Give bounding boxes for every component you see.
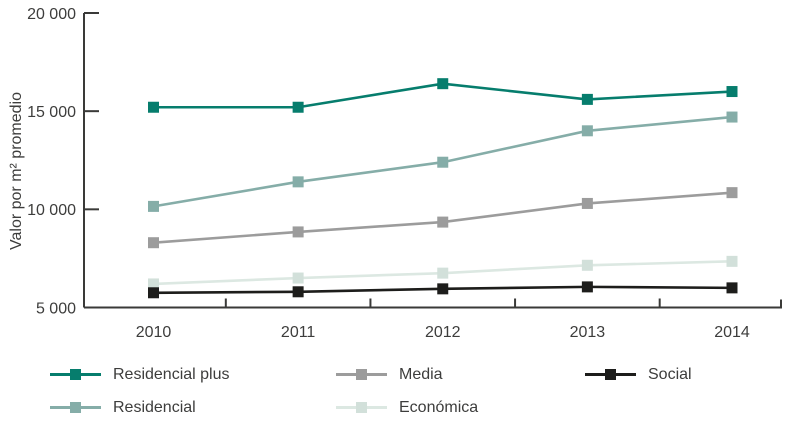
data-point-marker — [726, 111, 738, 123]
legend-label: Residencial — [113, 399, 196, 416]
legend-square-marker-icon — [605, 369, 616, 380]
x-tick-label: 2011 — [281, 324, 316, 341]
x-tick-label: 2014 — [714, 324, 750, 341]
data-point-marker — [581, 93, 593, 105]
line-chart: Valor por m² promedio 5 000 10 000 15 000 2… — [8, 6, 782, 341]
legend-square-marker-icon — [70, 402, 81, 413]
legend-swatch-economica — [336, 399, 387, 416]
data-point-marker — [726, 86, 738, 98]
data-point-marker — [148, 287, 159, 299]
data-point-marker — [292, 272, 304, 284]
data-point-marker — [292, 286, 304, 298]
data-point-marker — [148, 200, 159, 212]
legend-label: Social — [648, 366, 692, 383]
legend-square-marker-icon — [356, 402, 367, 413]
data-point-marker — [292, 226, 304, 238]
legend-item-media: Media — [336, 366, 443, 383]
data-point-marker — [581, 197, 593, 209]
data-point-marker — [581, 281, 593, 293]
data-point-marker — [148, 237, 159, 249]
data-point-marker — [437, 216, 449, 228]
legend-item-social: Social — [585, 366, 692, 383]
x-tick-label: 2010 — [136, 324, 172, 341]
legend-swatch-residencial — [50, 399, 101, 416]
legend-square-marker-icon — [356, 369, 367, 380]
data-point-marker — [437, 267, 449, 279]
axes: 5 000 10 000 15 000 20 000 2010 2011 2012 2013 2… — [27, 6, 782, 341]
y-axis-title: Valor por m² promedio — [8, 92, 25, 250]
legend-label: Económica — [399, 399, 479, 416]
data-series — [148, 78, 738, 299]
data-point-marker — [148, 101, 159, 113]
legend-item-residencial: Residencial — [50, 399, 196, 416]
legend-label: Media — [399, 366, 443, 383]
data-point-marker — [581, 125, 593, 137]
data-point-marker — [726, 255, 738, 267]
data-point-marker — [292, 101, 304, 113]
legend-swatch-residencial-plus — [50, 366, 101, 383]
y-tick-label: 5 000 — [36, 300, 76, 317]
y-tick-label: 15 000 — [27, 104, 76, 121]
y-tick-label: 10 000 — [27, 202, 76, 219]
data-point-marker — [437, 283, 449, 295]
data-point-marker — [148, 278, 159, 290]
data-point-marker — [292, 176, 304, 188]
data-point-marker — [726, 187, 738, 199]
legend-item-residencial-plus: Residencial plus — [50, 366, 230, 383]
legend-square-marker-icon — [70, 369, 81, 380]
legend-swatch-social — [585, 366, 636, 383]
data-point-marker — [437, 156, 449, 168]
data-point-marker — [581, 259, 593, 271]
data-point-marker — [726, 282, 738, 294]
y-tick-label: 20 000 — [27, 6, 76, 23]
legend-item-economica: Económica — [336, 399, 478, 416]
x-tick-label: 2013 — [570, 324, 606, 341]
x-tick-label: 2012 — [425, 324, 461, 341]
legend-swatch-media — [336, 366, 387, 383]
data-point-marker — [437, 78, 449, 90]
legend-label: Residencial plus — [113, 366, 230, 383]
